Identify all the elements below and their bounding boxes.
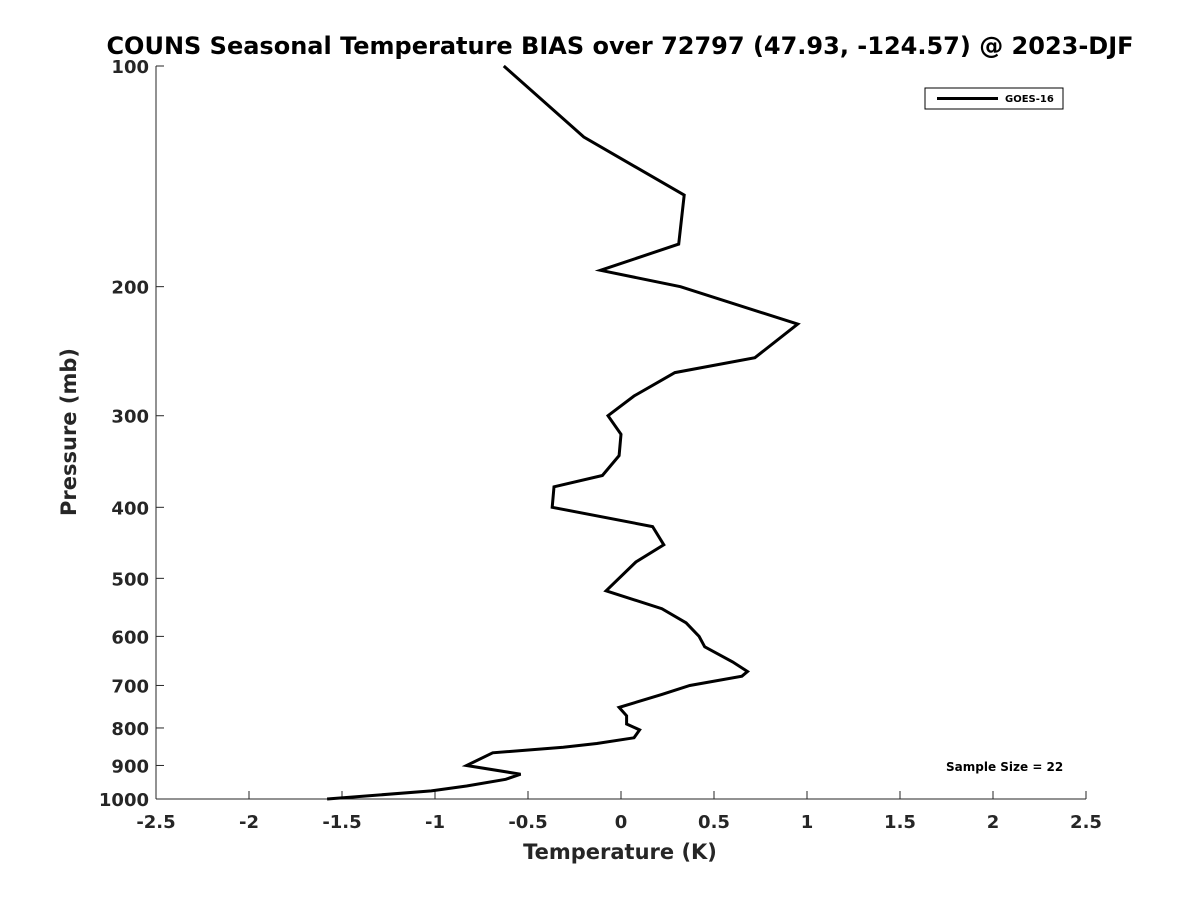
x-tick-label: 1 bbox=[801, 812, 814, 833]
series-line-goes-16 bbox=[326, 64, 801, 801]
y-tick-label: 1000 bbox=[99, 790, 149, 811]
y-tick-label: 400 bbox=[111, 498, 149, 519]
x-axis-label: Temperature (K) bbox=[523, 840, 717, 864]
legend-label-goes-16: GOES-16 bbox=[1005, 94, 1054, 105]
x-tick-label: -1 bbox=[425, 812, 445, 833]
y-tick-label: 900 bbox=[111, 756, 149, 777]
sample-size-annotation: Sample Size = 22 bbox=[946, 760, 1063, 774]
y-axis-label: Pressure (mb) bbox=[57, 348, 81, 516]
x-tick-label: -0.5 bbox=[508, 812, 547, 833]
y-tick-label: 800 bbox=[111, 719, 149, 740]
chart-title: COUNS Seasonal Temperature BIAS over 727… bbox=[106, 32, 1133, 60]
y-tick-label: 100 bbox=[111, 57, 149, 78]
legend: GOES-16 bbox=[924, 87, 1064, 110]
y-tick-label: 600 bbox=[111, 627, 149, 648]
series-layer bbox=[326, 64, 801, 801]
y-tick-label: 200 bbox=[111, 278, 149, 299]
x-tick-label: 2 bbox=[987, 812, 1000, 833]
ticks-layer: -2.5 -2 -1.5 -1 -0.5 0 0.5 1 1.5 2 2.5 100 200 300 400… bbox=[99, 57, 1102, 833]
x-tick-label: 2.5 bbox=[1070, 812, 1102, 833]
y-tick-label: 500 bbox=[111, 569, 149, 590]
y-tick-label: 700 bbox=[111, 676, 149, 697]
x-tick-label: 0 bbox=[615, 812, 628, 833]
x-tick-label: -1.5 bbox=[322, 812, 361, 833]
x-tick-label: 1.5 bbox=[884, 812, 916, 833]
x-tick-label: -2 bbox=[239, 812, 259, 833]
y-tick-label: 300 bbox=[111, 407, 149, 428]
x-tick-label: -2.5 bbox=[136, 812, 175, 833]
x-tick-label: 0.5 bbox=[698, 812, 730, 833]
